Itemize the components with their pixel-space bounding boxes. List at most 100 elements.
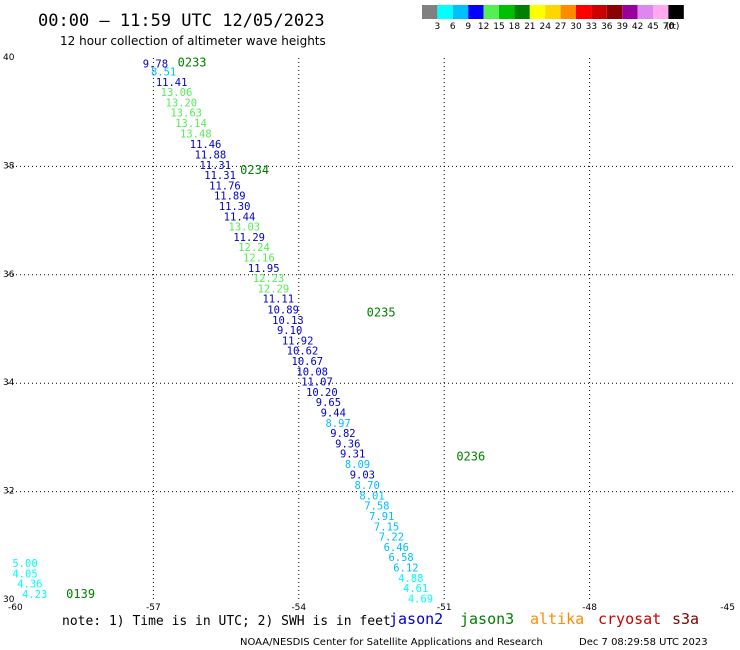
wave-height-value: 11.31 xyxy=(199,160,231,172)
color-bar-swatch xyxy=(653,5,669,19)
wave-height-value: 12.16 xyxy=(243,252,275,264)
color-bar-swatch xyxy=(499,5,515,19)
wave-height-value: 4.88 xyxy=(398,573,423,585)
wave-height-value: 8.01 xyxy=(359,490,384,502)
wave-height-value: 12.23 xyxy=(253,273,285,285)
color-bar-swatch xyxy=(437,5,453,19)
y-tick-label: 32 xyxy=(3,487,14,497)
wave-height-value: 6.12 xyxy=(393,562,418,574)
wave-height-value: 11.07 xyxy=(301,377,333,389)
wave-height-value: 11.44 xyxy=(224,211,256,223)
note-text: note: 1) Time is in UTC; 2) SWH is in fe… xyxy=(62,614,391,629)
color-bar-label: 21 xyxy=(524,22,535,32)
wave-height-value: 4.05 xyxy=(12,568,37,580)
satellite-legend-jason2: jason2 xyxy=(389,610,443,628)
wave-height-value: 11.89 xyxy=(214,191,246,203)
x-tick-label: -57 xyxy=(146,603,161,613)
wave-height-value: 11.95 xyxy=(248,263,280,275)
wave-height-value: 5.00 xyxy=(12,558,37,570)
color-bar-swatch xyxy=(529,5,546,19)
y-tick-labels: 30 32 34 36 38 40 xyxy=(3,53,15,605)
satellite-legend: jason2 jason3 altika cryosat s3a xyxy=(389,610,699,628)
wave-height-value: 13.03 xyxy=(229,222,261,234)
color-bar-unit: (ft) xyxy=(666,22,680,32)
wave-height-value: 8.51 xyxy=(151,67,176,79)
color-bar-label: 24 xyxy=(539,22,551,32)
wave-height-value: 9.03 xyxy=(350,469,375,481)
satellite-legend-altika: altika xyxy=(530,610,584,628)
color-bar-swatch xyxy=(591,5,607,19)
timestamp-text: Dec 7 08:29:58 UTC 2023 xyxy=(579,637,708,648)
wave-height-value: 11.88 xyxy=(195,149,227,161)
wave-height-value: 10.67 xyxy=(292,356,324,368)
time-label: 0234 xyxy=(240,163,269,177)
color-bar-swatch xyxy=(560,5,576,19)
wave-height-value: 7.91 xyxy=(369,511,394,523)
color-bar-label: 30 xyxy=(570,22,582,32)
wave-height-value: 4.69 xyxy=(408,593,433,605)
wave-height-value: 4.36 xyxy=(17,579,42,591)
y-tick-label: 34 xyxy=(3,378,15,388)
color-bar-swatch xyxy=(514,5,530,19)
wave-height-value: 6.58 xyxy=(388,552,413,564)
x-tick-label: -60 xyxy=(8,603,23,613)
wave-height-value: 7.22 xyxy=(379,532,404,544)
chart-subtitle: 12 hour collection of altimeter wave hei… xyxy=(60,34,326,48)
wave-height-value: 7.58 xyxy=(364,501,389,513)
color-bar-label: 12 xyxy=(478,22,489,32)
wave-height-value: 9.44 xyxy=(321,407,346,419)
wave-height-values: 9.788.5111.4113.0613.2013.6313.1413.4811… xyxy=(12,58,433,605)
wave-height-value: 9.82 xyxy=(330,428,355,440)
wave-height-value: 10.20 xyxy=(306,387,338,399)
wave-height-value: 11.11 xyxy=(262,294,294,306)
color-bar-label: 36 xyxy=(601,22,613,32)
satellite-legend-s3a: s3a xyxy=(672,610,699,628)
color-bar-label: 27 xyxy=(555,22,566,32)
wave-height-value: 11.29 xyxy=(233,232,265,244)
wave-height-value: 9.65 xyxy=(316,397,341,409)
wave-height-value: 11.30 xyxy=(219,201,251,213)
color-bar-label: 45 xyxy=(647,22,658,32)
time-label: 0139 xyxy=(66,587,95,601)
wave-height-value: 11.46 xyxy=(190,139,222,151)
wave-height-value: 4.23 xyxy=(22,589,47,601)
wave-height-value: 13.20 xyxy=(166,97,198,109)
wave-height-value: 8.70 xyxy=(355,480,380,492)
y-tick-label: 36 xyxy=(3,270,15,280)
color-bar-swatch xyxy=(483,5,499,19)
wave-height-value: 7.15 xyxy=(374,521,399,533)
color-bar-label: 70 xyxy=(663,22,675,32)
color-bar-label: 15 xyxy=(493,22,504,32)
wave-height-value: 9.36 xyxy=(335,438,360,450)
x-tick-label: -51 xyxy=(437,603,452,613)
wave-height-value: 10.13 xyxy=(272,315,304,327)
wave-height-value: 10.08 xyxy=(296,366,328,378)
time-label: 0236 xyxy=(456,449,485,463)
color-bar-swatch xyxy=(452,5,469,19)
color-bar-label: 33 xyxy=(586,22,597,32)
y-tick-label: 30 xyxy=(3,595,15,605)
wave-height-value: 9.78 xyxy=(143,58,168,70)
color-bar-swatch xyxy=(545,5,561,19)
x-tick-label: -48 xyxy=(582,603,597,613)
wave-height-value: 13.14 xyxy=(175,118,207,130)
color-bar-label: 3 xyxy=(435,22,441,32)
color-bar: 3 6 9 12 15 18 21 24 27 30 33 36 39 42 45 70 xyxy=(422,5,684,32)
color-bar-label: 9 xyxy=(465,22,471,32)
color-bar-swatch xyxy=(422,5,438,19)
y-tick-label: 40 xyxy=(3,53,15,63)
y-tick-label: 38 xyxy=(3,161,15,171)
color-bar-swatch xyxy=(637,5,653,19)
wave-height-value: 10.89 xyxy=(267,304,299,316)
wave-height-value: 11.76 xyxy=(209,180,241,192)
color-bar-swatch xyxy=(468,5,484,19)
wave-height-value: 12.24 xyxy=(238,242,270,254)
wave-height-value: 9.31 xyxy=(340,449,365,461)
wave-height-value: 10.62 xyxy=(287,346,319,358)
color-bar-label: 18 xyxy=(509,22,521,32)
wave-height-value: 12.29 xyxy=(258,283,290,295)
credit-text: NOAA/NESDIS Center for Satellite Applica… xyxy=(240,637,543,648)
color-bar-swatch xyxy=(668,5,684,19)
time-label: 0233 xyxy=(178,55,207,69)
